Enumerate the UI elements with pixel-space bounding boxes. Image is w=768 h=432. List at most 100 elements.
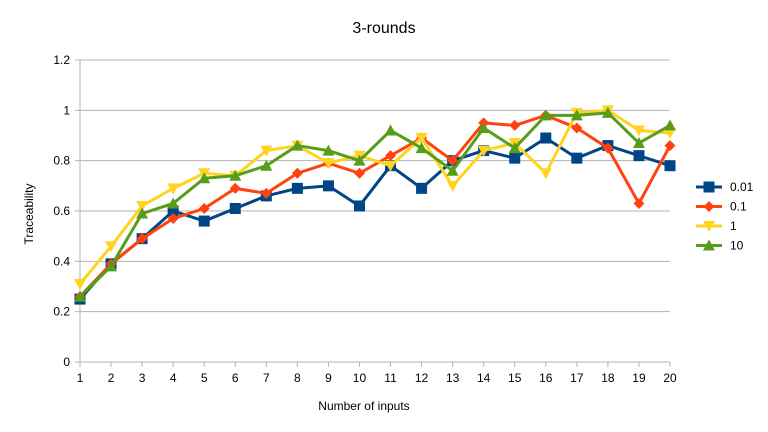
y-tick-label: 1.2 [53,53,70,67]
x-tick-label: 17 [570,371,584,385]
data-point [571,152,583,164]
data-point [260,159,273,171]
x-tick-label: 6 [232,371,239,385]
legend-marker [703,239,715,251]
x-tick-label: 12 [415,371,429,385]
data-point [353,154,366,166]
legend-label: 0.1 [730,200,747,214]
series-1 [74,132,676,305]
data-point [447,155,459,167]
y-axis-label: Traceability [22,184,36,245]
x-tick-label: 20 [663,371,677,385]
data-point [602,142,614,154]
data-point [446,180,459,192]
x-tick-label: 5 [201,371,208,385]
data-point [570,109,583,121]
data-point [260,145,273,157]
data-point [633,197,645,209]
y-tick-label: 0.6 [53,204,70,218]
x-tick-label: 4 [170,371,177,385]
data-point [446,164,459,176]
x-tick-label: 18 [601,371,615,385]
data-point [167,213,179,225]
data-point [322,158,335,170]
data-point [167,205,179,217]
data-point [353,200,365,212]
data-point [291,182,303,194]
x-tick-label: 16 [539,371,553,385]
data-point [415,133,428,145]
x-tick-label: 8 [294,371,301,385]
y-tick-labels: 0 0.2 0.4 0.6 0.8 1 1.2 [53,53,70,369]
data-point [74,290,86,302]
data-point [633,150,645,162]
series-line [78,111,671,298]
data-point [664,140,676,152]
data-point [229,182,241,194]
y-tick-label: 1 [63,103,70,117]
x-tick-label: 10 [353,371,367,385]
data-point [229,169,242,181]
data-point [260,187,272,199]
x-tick-label: 2 [108,371,115,385]
x-tick-label: 13 [446,371,460,385]
axes [75,59,671,367]
data-point [167,183,180,195]
legend-marker [703,221,715,232]
legend-item: 1 [696,219,737,233]
data-point [664,119,676,131]
data-point [632,125,645,137]
series-line [78,108,671,285]
data-point [540,132,552,144]
data-point [105,241,118,253]
legend-item: 0.1 [696,200,747,214]
legend-label: 10 [730,239,744,253]
legend-item: 0.01 [696,180,754,194]
data-point [167,197,180,209]
data-point [198,202,210,214]
x-axis-label: Number of inputs [318,399,409,413]
data-point [664,127,676,139]
data-point [384,124,397,136]
data-point [136,207,149,219]
data-point [539,168,552,180]
data-point [136,233,148,245]
data-point [105,260,118,272]
data-point [353,167,365,179]
y-tick-label: 0.8 [53,154,70,168]
data-point [601,106,614,118]
data-point [322,144,335,156]
x-tick-label: 11 [384,371,397,385]
x-tick-labels: 1 2 3 4 5 6 7 8 9 10 11 12 13 14 15 16 17 18 19 20 [77,371,677,385]
data-point [508,142,521,154]
data-point [322,180,334,192]
data-point [632,137,645,149]
data-point [385,150,397,162]
data-point [74,278,86,290]
data-point [291,167,303,179]
series-group [74,105,676,305]
data-point [198,172,211,184]
y-tick-label: 0.2 [53,305,70,319]
x-tick-label: 1 [77,371,84,385]
x-tick-label: 9 [325,371,332,385]
y-tick-label: 0.4 [53,254,70,268]
legend-marker [703,181,715,193]
legend-item: 10 [696,239,744,253]
data-point [415,142,428,154]
data-point [198,215,210,227]
chart-title: 3-rounds [352,20,415,37]
legend-marker [703,201,715,212]
data-point [416,182,428,194]
data-point [229,202,241,214]
legend: 0.01 0.1 1 10 [696,180,754,253]
series-3 [74,105,676,290]
data-point [136,200,149,212]
data-point [291,139,304,151]
data-point [384,160,397,172]
data-point [539,109,552,121]
x-tick-label: 3 [139,371,146,385]
data-point [509,119,521,131]
data-point [509,152,521,164]
